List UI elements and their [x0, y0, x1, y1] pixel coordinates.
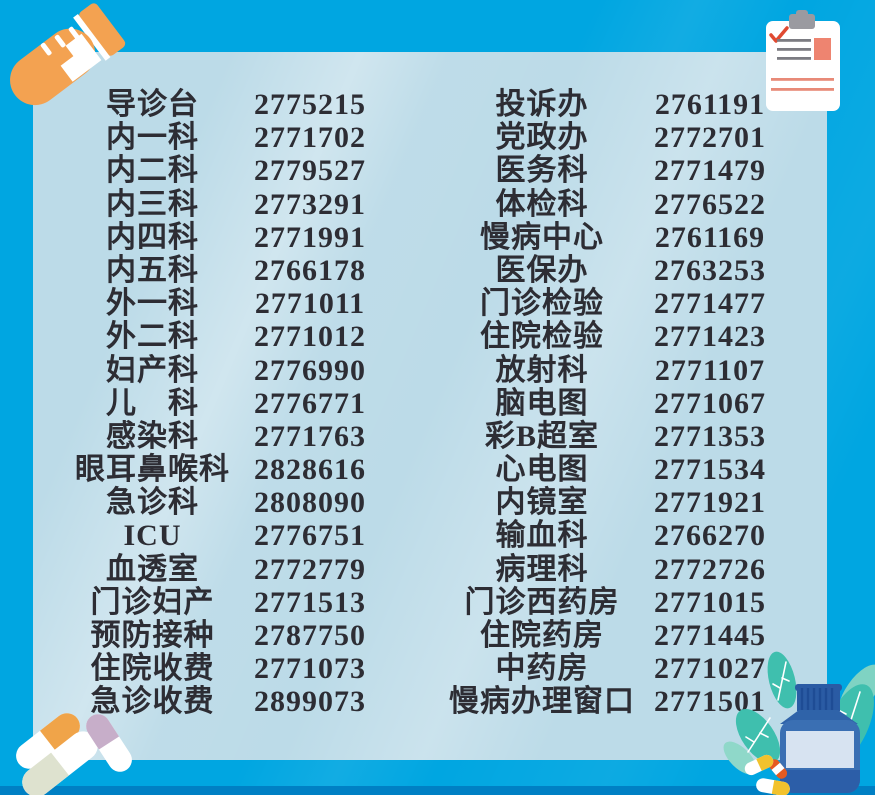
department-name: 儿 科: [106, 386, 199, 420]
department-name: 门诊检验: [480, 287, 604, 321]
department-name: 内二科: [106, 154, 199, 188]
department-name: 中药房: [495, 652, 589, 686]
phone-number: 2787750: [254, 619, 366, 652]
test-tube-icon: [10, 3, 126, 106]
small-pills-icon: [744, 754, 790, 795]
department-name: 放射科: [495, 353, 589, 387]
phone-number: 2776751: [254, 519, 366, 553]
phone-number: 2771015: [654, 585, 766, 619]
phone-number: 2775215: [254, 88, 366, 121]
medicine-bottle-with-leaves-and-pills-icon: [723, 651, 875, 795]
phone-number: 2828616: [254, 453, 366, 487]
department-name: 心电图: [495, 453, 589, 487]
phone-number: 2766270: [654, 519, 766, 553]
phone-number: 2776771: [254, 386, 366, 420]
department-name: 急诊收费: [90, 685, 215, 719]
department-name: 内一科: [106, 121, 199, 155]
phone-number: 2766178: [254, 253, 366, 287]
phone-number: 2772726: [654, 552, 766, 586]
department-name: 脑电图: [495, 386, 589, 420]
phone-number: 2771921: [654, 486, 766, 520]
phone-number: 2771763: [254, 419, 366, 453]
department-name: 住院药房: [480, 619, 604, 652]
department-name: 彩B超室: [484, 419, 599, 453]
department-name: 门诊西药房: [464, 585, 620, 619]
phone-number: 2761191: [654, 88, 766, 121]
department-name: 慢病办理窗口: [449, 685, 635, 719]
phone-number: 2779527: [254, 154, 366, 188]
department-name: 体检科: [495, 187, 589, 221]
phone-number: 2771534: [654, 453, 766, 487]
department-name: 住院检验: [480, 320, 604, 354]
phone-number: 2808090: [254, 486, 366, 520]
department-name: 外一科: [106, 287, 199, 321]
department-name: 党政办: [495, 121, 589, 155]
phone-number: 2771991: [254, 220, 366, 254]
phone-number: 2771067: [654, 386, 766, 420]
phone-number: 2761169: [654, 220, 766, 254]
phone-number: 2771011: [254, 287, 366, 321]
bottom-accent-strip: [0, 786, 875, 795]
phone-number: 2771513: [254, 585, 366, 619]
department-name: 内四科: [106, 220, 199, 254]
checkmark-icon: [769, 26, 789, 43]
department-name: 输血科: [495, 519, 589, 553]
phone-number: 2771073: [254, 652, 366, 686]
directory: 导诊台 2775215 投诉办 2761191 内一科 2771702 党政办 2772701…: [33, 88, 827, 719]
phone-number: 2773291: [254, 187, 366, 221]
phone-number: 2771107: [654, 353, 766, 387]
department-name: 眼耳鼻喉科: [75, 453, 230, 487]
department-name: 慢病中心: [480, 220, 604, 254]
department-name: 医保办: [495, 253, 589, 287]
clipboard-checklist-icon: [766, 10, 840, 111]
phone-number: 2776990: [254, 353, 366, 387]
department-name: 门诊妇产: [90, 585, 215, 619]
capsule-pills-icon: [16, 713, 132, 795]
phone-number: 2771477: [654, 287, 766, 321]
department-name: 外二科: [106, 320, 199, 354]
department-name: 导诊台: [106, 88, 199, 121]
medicine-bottle-icon: [780, 684, 860, 793]
department-name: ICU: [123, 519, 182, 553]
department-name: 内五科: [106, 253, 199, 287]
department-name: 医务科: [495, 154, 589, 188]
phone-number: 2776522: [654, 187, 766, 221]
phone-number: 2771702: [254, 121, 366, 155]
department-name: 内镜室: [495, 486, 589, 520]
department-name: 预防接种: [90, 619, 215, 652]
department-name: 妇产科: [106, 353, 199, 387]
department-name: 内三科: [106, 187, 199, 221]
phone-number: 2771423: [654, 320, 766, 354]
phone-number: 2772701: [654, 121, 766, 155]
phone-number: 2771445: [654, 619, 766, 652]
department-name: 急诊科: [106, 486, 199, 520]
phone-number: 2772779: [254, 552, 366, 586]
phone-number: 2763253: [654, 253, 766, 287]
phone-number: 2771012: [254, 320, 366, 354]
phone-number: 2771479: [654, 154, 766, 188]
department-name: 住院收费: [90, 652, 215, 686]
directory-panel: [33, 52, 827, 760]
phone-number: 2771027: [654, 652, 766, 686]
department-name: 感染科: [106, 419, 199, 453]
department-name: 血透室: [106, 552, 199, 586]
department-name: 病理科: [495, 552, 589, 586]
phone-number: 2899073: [254, 685, 366, 719]
phone-number: 2771353: [654, 419, 766, 453]
department-name: 投诉办: [495, 88, 589, 121]
